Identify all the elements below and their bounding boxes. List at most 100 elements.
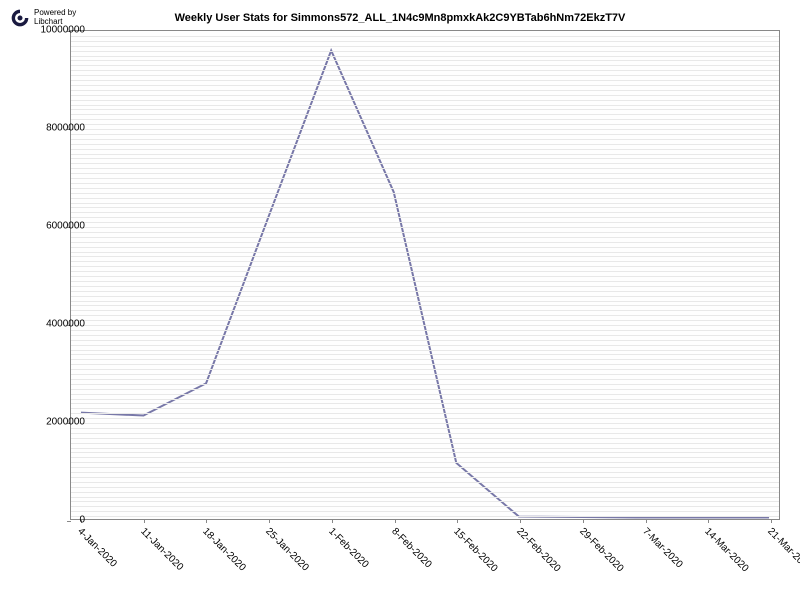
grid-line — [71, 237, 779, 238]
grid-line — [71, 188, 779, 189]
x-tick — [206, 519, 207, 523]
grid-line — [71, 320, 779, 321]
grid-line — [71, 399, 779, 400]
grid-line — [71, 149, 779, 150]
grid-line — [71, 247, 779, 248]
x-axis-label: 15-Feb-2020 — [452, 526, 500, 574]
grid-line — [71, 252, 779, 253]
grid-line — [71, 457, 779, 458]
grid-line — [71, 256, 779, 257]
grid-line — [71, 85, 779, 86]
grid-line — [71, 501, 779, 502]
grid-line — [71, 232, 779, 233]
grid-line — [71, 423, 779, 424]
grid-line — [71, 281, 779, 282]
plot-area — [70, 30, 780, 520]
grid-line — [71, 492, 779, 493]
grid-line — [71, 296, 779, 297]
grid-line — [71, 105, 779, 106]
grid-line — [71, 359, 779, 360]
x-tick — [771, 519, 772, 523]
grid-line — [71, 119, 779, 120]
grid-line — [71, 330, 779, 331]
x-tick — [583, 519, 584, 523]
grid-line — [71, 384, 779, 385]
grid-line — [71, 124, 779, 125]
y-tick — [67, 521, 71, 522]
grid-line — [71, 203, 779, 204]
grid-line — [71, 335, 779, 336]
grid-line — [71, 433, 779, 434]
grid-line — [71, 511, 779, 512]
grid-line — [71, 193, 779, 194]
x-tick — [646, 519, 647, 523]
grid-line — [71, 36, 779, 37]
grid-line — [71, 100, 779, 101]
grid-line — [71, 65, 779, 66]
grid-line — [71, 75, 779, 76]
grid-line — [71, 477, 779, 478]
y-axis-label: 4000000 — [46, 319, 85, 330]
grid-line — [71, 394, 779, 395]
grid-line — [71, 369, 779, 370]
x-axis-label: 18-Jan-2020 — [201, 526, 248, 573]
grid-line — [71, 158, 779, 159]
grid-line — [71, 41, 779, 42]
x-axis-label: 25-Jan-2020 — [263, 526, 310, 573]
grid-line — [71, 129, 779, 130]
grid-line — [71, 374, 779, 375]
grid-line — [71, 325, 779, 326]
chart-container — [70, 30, 780, 520]
grid-line — [71, 163, 779, 164]
chart-title: Weekly User Stats for Simmons572_ALL_1N4… — [0, 12, 800, 24]
x-axis-label: 14-Mar-2020 — [702, 526, 750, 574]
grid-line — [71, 354, 779, 355]
x-axis-label: 8-Feb-2020 — [389, 526, 433, 570]
grid-line — [71, 403, 779, 404]
grid-line — [71, 291, 779, 292]
grid-line — [71, 154, 779, 155]
grid-line — [71, 90, 779, 91]
grid-line — [71, 227, 779, 228]
y-axis-label: 0 — [79, 515, 85, 526]
x-axis-label: 29-Feb-2020 — [577, 526, 625, 574]
grid-line — [71, 462, 779, 463]
grid-line — [71, 60, 779, 61]
grid-line — [71, 310, 779, 311]
grid-line — [71, 114, 779, 115]
grid-line — [71, 315, 779, 316]
x-tick — [332, 519, 333, 523]
grid-line — [71, 46, 779, 47]
x-tick — [144, 519, 145, 523]
grid-line — [71, 408, 779, 409]
grid-line — [71, 168, 779, 169]
grid-line — [71, 472, 779, 473]
grid-line — [71, 109, 779, 110]
grid-line — [71, 487, 779, 488]
x-tick — [457, 519, 458, 523]
grid-line — [71, 418, 779, 419]
grid-line — [71, 134, 779, 135]
x-axis-label: 21-Mar-2020 — [765, 526, 800, 574]
x-tick — [708, 519, 709, 523]
grid-line — [71, 467, 779, 468]
grid-line — [71, 207, 779, 208]
grid-line — [71, 345, 779, 346]
grid-line — [71, 242, 779, 243]
grid-line — [71, 350, 779, 351]
x-axis-label: 4-Jan-2020 — [75, 526, 119, 570]
grid-line — [71, 271, 779, 272]
grid-line — [71, 443, 779, 444]
grid-line — [71, 95, 779, 96]
y-axis-label: 8000000 — [46, 123, 85, 134]
grid-line — [71, 497, 779, 498]
x-tick — [520, 519, 521, 523]
x-axis-label: 11-Jan-2020 — [138, 526, 185, 573]
grid-line — [71, 428, 779, 429]
grid-line — [71, 276, 779, 277]
grid-line — [71, 364, 779, 365]
grid-line — [71, 438, 779, 439]
x-axis-label: 22-Feb-2020 — [514, 526, 562, 574]
grid-line — [71, 139, 779, 140]
grid-line — [71, 389, 779, 390]
